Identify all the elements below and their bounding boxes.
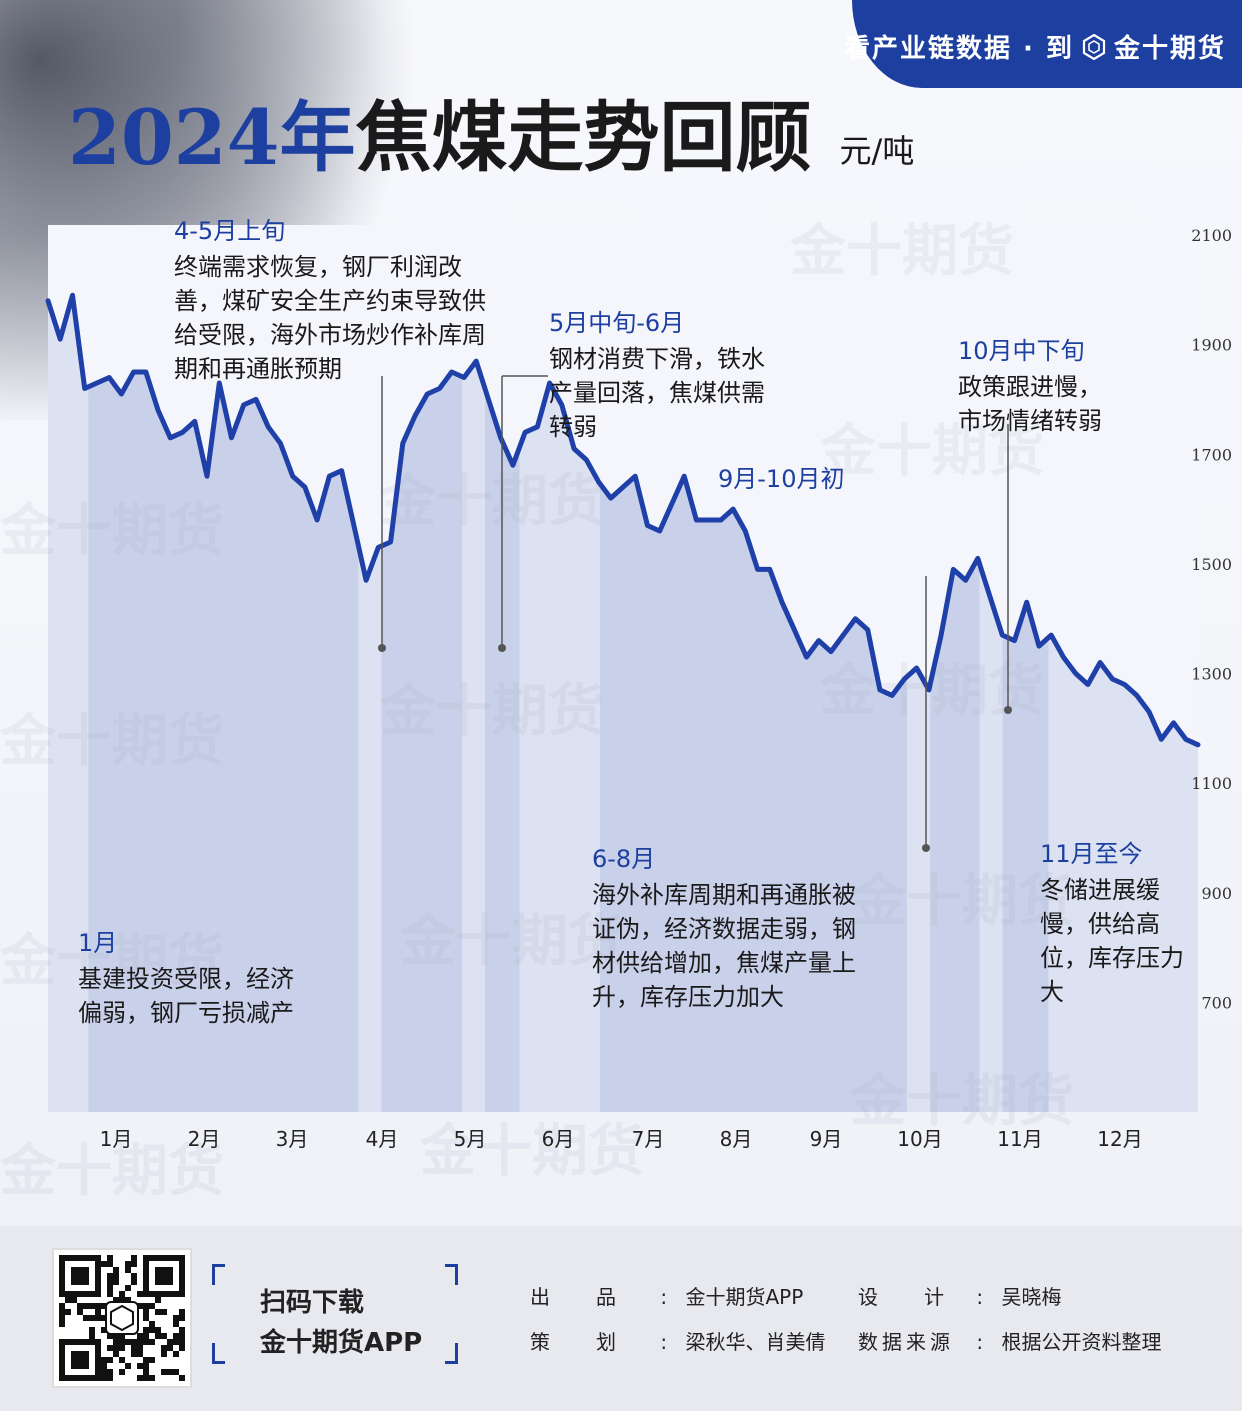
x-tick-label: 7月	[632, 1127, 665, 1151]
unit-label: 元/吨	[839, 132, 915, 170]
y-tick-label: 1700	[1191, 445, 1232, 464]
y-tick-label: 1100	[1191, 774, 1232, 793]
x-tick-label: 9月	[810, 1127, 843, 1151]
annotation-body: 海外补库周期和再通胀被证伪，经济数据走弱，钢材供给增加，焦煤产量上升，库存压力加…	[592, 881, 856, 1011]
x-tick-label: 1月	[100, 1127, 133, 1151]
annotation-body: 基建投资受限，经济偏弱，钢厂亏损减产	[78, 965, 294, 1027]
x-tick-label: 3月	[276, 1127, 309, 1151]
annotation-sep-oct: 9月-10月初	[718, 462, 918, 498]
annotation-jun-aug: 6-8月 海外补库周期和再通胀被证伪，经济数据走弱，钢材供给增加，焦煤产量上升，…	[592, 842, 868, 1014]
watermark-text: 金十期货	[0, 929, 224, 994]
brand-logo-icon	[1082, 33, 1106, 60]
title-year: 2024年	[68, 93, 356, 182]
y-tick-label: 1500	[1191, 555, 1232, 574]
x-tick-label: 11月	[997, 1127, 1042, 1151]
annotation-jan: 1月 基建投资受限，经济偏弱，钢厂亏损减产	[78, 926, 308, 1030]
annotation-body: 钢材消费下滑，铁水产量回落，焦煤供需转弱	[549, 345, 765, 441]
app-name-label: 金十期货APP	[260, 1328, 423, 1358]
x-tick-label: 8月	[720, 1127, 753, 1151]
credit-producer: 出 品 : 金十期货APP	[530, 1285, 804, 1309]
x-tick-label: 4月	[366, 1127, 399, 1151]
annotation-title: 11月至今	[1040, 840, 1143, 868]
credit-designer: 设 计 : 吴晓梅	[858, 1285, 1062, 1309]
watermark-text: 金十期货	[379, 469, 604, 534]
annotation-body: 终端需求恢复，钢厂利润改善，煤矿安全生产约束导致供给受限，海外市场炒作补库周期和…	[174, 253, 486, 383]
watermark-text: 金十期货	[399, 909, 624, 974]
top-banner: 看产业链数据 · 到 金十期货	[844, 0, 1242, 88]
annotation-oct-late: 10月中下旬 政策跟进慢，市场情绪转弱	[958, 334, 1118, 438]
price-series-line	[45, 292, 1201, 748]
annotation-title: 9月-10月初	[718, 465, 845, 493]
banner-brand: 金十期货	[1113, 34, 1226, 64]
y-tick-label: 700	[1201, 993, 1232, 1012]
qr-code[interactable]	[52, 1248, 192, 1388]
watermark-text: 金十期货	[0, 499, 224, 564]
x-tick-label: 2月	[188, 1127, 221, 1151]
watermark-text: 金十期货	[819, 419, 1044, 484]
credit-planner: 策 划 : 梁秋华、肖美倩	[530, 1330, 826, 1354]
annotation-title: 4-5月上旬	[174, 217, 286, 245]
banner-text: 看产业链数据 · 到	[844, 34, 1074, 64]
x-tick-label: 10月	[897, 1127, 942, 1151]
y-tick-label: 1300	[1191, 665, 1232, 684]
x-tick-label: 6月	[542, 1127, 575, 1151]
y-tick-label: 900	[1201, 884, 1232, 903]
price-line-chart: 金十期货金十期货金十期货金十期货金十期货金十期货金十期货金十期货金十期货金十期货…	[0, 219, 1232, 1204]
annotation-title: 1月	[78, 929, 118, 957]
y-tick-label: 1900	[1191, 336, 1232, 355]
bracket-bottom-right	[445, 1343, 458, 1364]
annotation-leader-dot	[498, 644, 506, 652]
annotation-leader-dot	[1004, 706, 1012, 714]
scan-download-label: 扫码下载	[260, 1288, 365, 1318]
annotation-body: 政策跟进慢，市场情绪转弱	[958, 373, 1102, 435]
bracket-top-left	[212, 1264, 225, 1285]
bracket-top-right	[445, 1264, 458, 1285]
footer: 扫码下载 金十期货APP 出 品 : 金十期货APP 策 划 : 梁秋华、肖美倩…	[0, 1226, 1242, 1411]
bracket-bottom-left	[212, 1343, 225, 1364]
annotation-title: 5月中旬-6月	[549, 309, 685, 337]
watermark-text: 金十期货	[789, 219, 1014, 284]
title-main: 焦煤走势回顾	[355, 93, 812, 182]
watermark-text: 金十期货	[379, 679, 604, 744]
watermark-text: 金十期货	[0, 1139, 224, 1204]
page-title: 2024年 焦煤走势回顾 元/吨	[68, 100, 914, 176]
x-tick-label: 5月	[454, 1127, 487, 1151]
annotation-title: 10月中下旬	[958, 337, 1085, 365]
annotation-nov-now: 11月至今 冬储进展缓慢，供给高位，库存压力大	[1040, 837, 1190, 1009]
period-band	[462, 225, 485, 1112]
annotation-leader-dot	[922, 844, 930, 852]
annotation-title: 6-8月	[592, 845, 656, 873]
annotation-may-jun: 5月中旬-6月 钢材消费下滑，铁水产量回落，焦煤供需转弱	[549, 306, 779, 444]
credit-source: 数据来源 : 根据公开资料整理	[858, 1330, 1162, 1354]
watermark-text: 金十期货	[849, 1069, 1074, 1134]
annotation-leader-dot	[378, 644, 386, 652]
watermark-text: 金十期货	[419, 1119, 644, 1184]
watermark-text: 金十期货	[0, 709, 224, 774]
download-callout: 扫码下载 金十期货APP	[212, 1264, 458, 1364]
y-tick-label: 2100	[1191, 226, 1232, 245]
annotation-body: 冬储进展缓慢，供给高位，库存压力大	[1040, 876, 1184, 1006]
x-tick-label: 12月	[1097, 1127, 1142, 1151]
watermark-text: 金十期货	[849, 869, 1074, 934]
annotation-apr-may: 4-5月上旬 终端需求恢复，钢厂利润改善，煤矿安全生产约束导致供给受限，海外市场…	[174, 214, 504, 386]
